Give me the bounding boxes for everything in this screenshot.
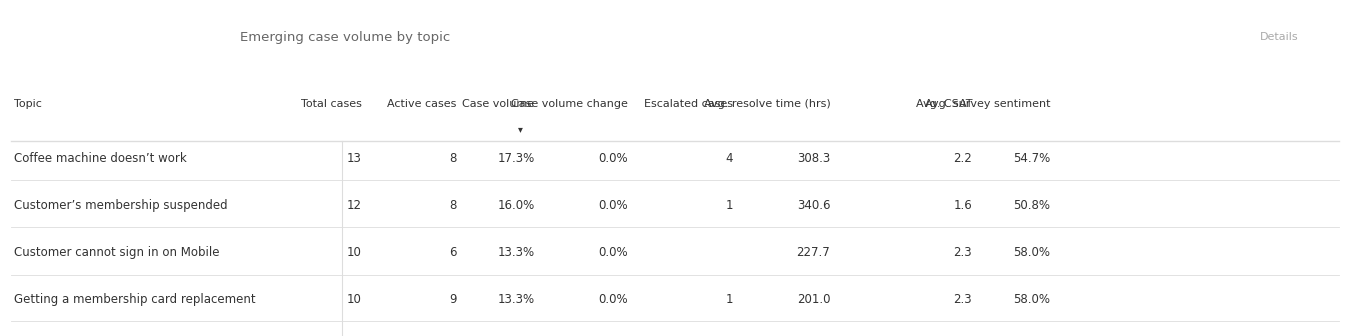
Text: 1.6: 1.6 — [953, 199, 972, 212]
Text: 1: 1 — [725, 199, 733, 212]
Text: Topic: Topic — [14, 99, 42, 109]
Text: 12: 12 — [347, 199, 362, 212]
Text: Emerging case volume by topic: Emerging case volume by topic — [240, 31, 451, 44]
Text: 8: 8 — [450, 152, 456, 165]
Text: 0.0%: 0.0% — [598, 246, 628, 259]
Text: Escalated cases: Escalated cases — [644, 99, 733, 109]
Text: Avg. CSAT: Avg. CSAT — [915, 99, 972, 109]
Text: Getting a membership card replacement: Getting a membership card replacement — [14, 293, 255, 306]
Text: 10: 10 — [347, 246, 362, 259]
Text: 9: 9 — [448, 293, 456, 306]
Text: 0.0%: 0.0% — [598, 293, 628, 306]
Text: Avg. survey sentiment: Avg. survey sentiment — [925, 99, 1050, 109]
Text: 2.2: 2.2 — [953, 152, 972, 165]
Text: 17.3%: 17.3% — [497, 152, 535, 165]
Text: 0.0%: 0.0% — [598, 152, 628, 165]
Text: ▾: ▾ — [518, 124, 524, 134]
Text: 50.8%: 50.8% — [1014, 199, 1050, 212]
Text: 54.7%: 54.7% — [1012, 152, 1050, 165]
Text: 227.7: 227.7 — [796, 246, 830, 259]
Text: 58.0%: 58.0% — [1014, 246, 1050, 259]
Text: 6: 6 — [448, 246, 456, 259]
Text: 10: 10 — [347, 293, 362, 306]
Text: 16.0%: 16.0% — [497, 199, 535, 212]
Text: Case volume change: Case volume change — [510, 99, 628, 109]
Text: Customer cannot sign in on Mobile: Customer cannot sign in on Mobile — [14, 246, 219, 259]
Text: 4: 4 — [725, 152, 733, 165]
Text: 13.3%: 13.3% — [497, 293, 535, 306]
Text: 2.3: 2.3 — [953, 246, 972, 259]
Text: 2.3: 2.3 — [953, 293, 972, 306]
Text: 58.0%: 58.0% — [1014, 293, 1050, 306]
Text: Coffee machine doesn’t work: Coffee machine doesn’t work — [14, 152, 186, 165]
Text: 13.3%: 13.3% — [497, 246, 535, 259]
Text: Top 10 volume topics: Top 10 volume topics — [36, 30, 194, 43]
Text: Active cases: Active cases — [387, 99, 456, 109]
Text: 0.0%: 0.0% — [598, 199, 628, 212]
Text: 1: 1 — [725, 293, 733, 306]
Text: Case volume: Case volume — [463, 99, 535, 109]
Text: Total cases: Total cases — [301, 99, 362, 109]
Text: 8: 8 — [450, 199, 456, 212]
Text: 340.6: 340.6 — [796, 199, 830, 212]
Text: 308.3: 308.3 — [796, 152, 830, 165]
Text: Customer’s membership suspended: Customer’s membership suspended — [14, 199, 227, 212]
Text: Details: Details — [1260, 32, 1299, 42]
Text: Avg. resolve time (hrs): Avg. resolve time (hrs) — [703, 99, 830, 109]
Text: 201.0: 201.0 — [796, 293, 830, 306]
Text: 13: 13 — [347, 152, 362, 165]
